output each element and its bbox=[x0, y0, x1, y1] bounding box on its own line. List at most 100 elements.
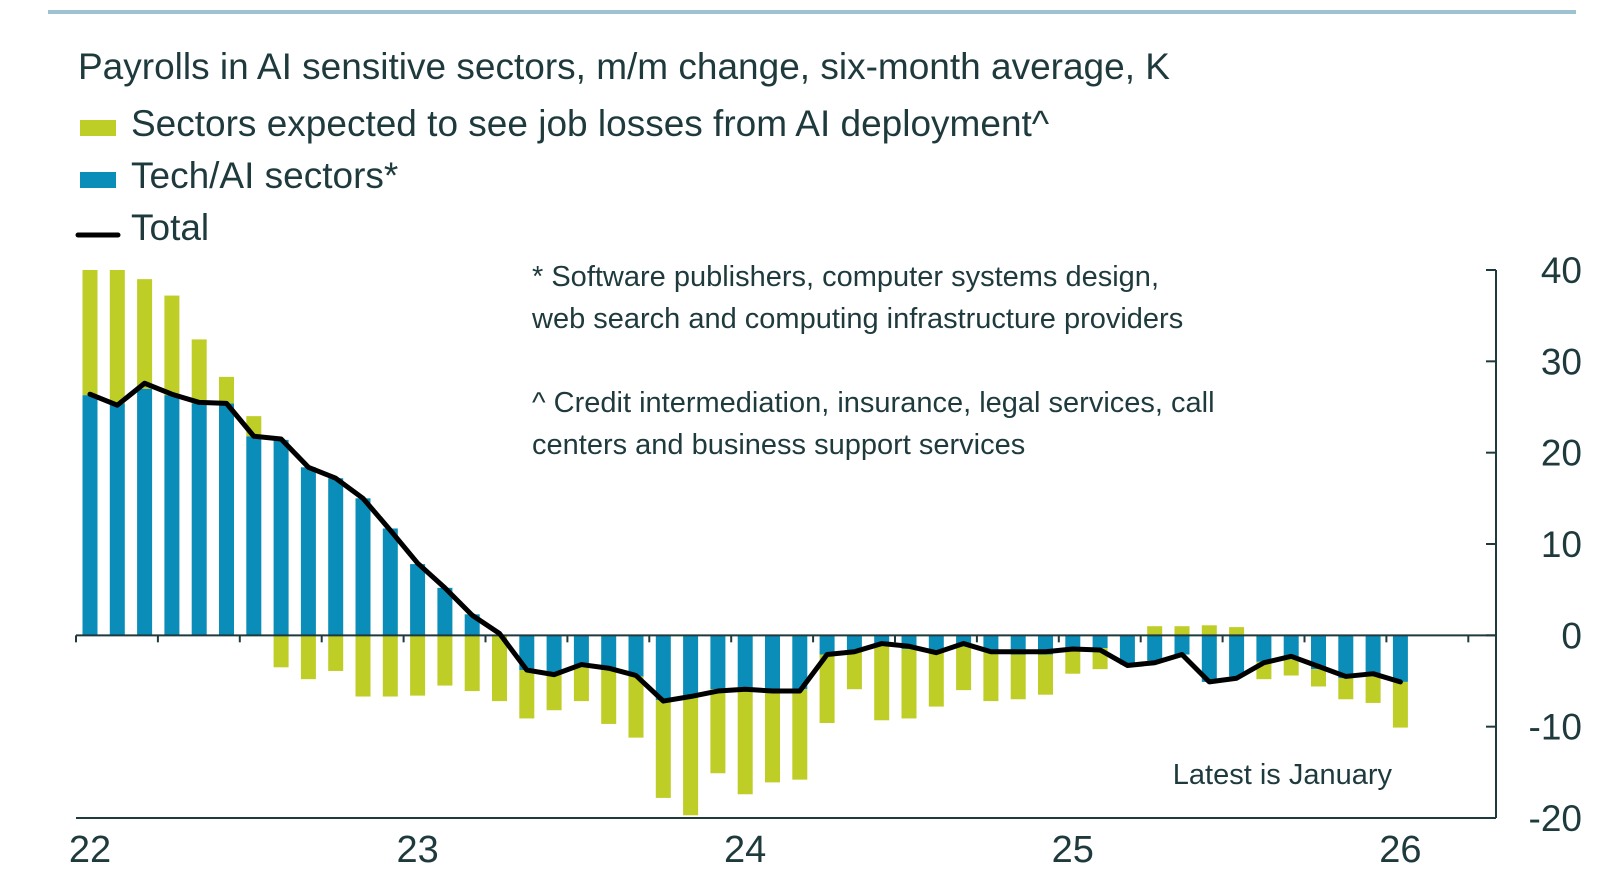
bar-job-losses bbox=[573, 666, 589, 702]
bar-job-losses bbox=[492, 635, 507, 702]
legend-label-total: Total bbox=[131, 207, 209, 248]
legend-swatch-job-losses bbox=[80, 120, 116, 136]
bar-job-losses bbox=[355, 635, 371, 697]
bar-tech bbox=[328, 478, 344, 636]
bar-tech bbox=[219, 403, 234, 636]
bar-job-losses bbox=[710, 689, 726, 774]
bar-job-losses bbox=[737, 689, 753, 795]
annotations: * Software publishers, computer systems … bbox=[531, 261, 1392, 791]
chart-title: Payrolls in AI sensitive sectors, m/m ch… bbox=[78, 46, 1170, 87]
bar-tech bbox=[1065, 635, 1081, 650]
bar-tech bbox=[1174, 635, 1190, 655]
bar-tech bbox=[546, 635, 562, 675]
bar-tech bbox=[246, 436, 262, 636]
axes: 40 30 20 10 0 -10 -20 22 23 24 25 26 bbox=[69, 250, 1582, 871]
bar-job-losses bbox=[655, 700, 671, 798]
bar-tech bbox=[137, 388, 153, 636]
legend-label-tech: Tech/AI sectors* bbox=[131, 155, 398, 196]
bar-tech bbox=[956, 635, 972, 647]
bar-job-losses bbox=[1147, 626, 1163, 636]
bar-job-losses bbox=[191, 339, 207, 404]
y-tick-label: 30 bbox=[1541, 341, 1582, 382]
bar-job-losses bbox=[300, 635, 316, 680]
bar-job-losses bbox=[519, 670, 535, 719]
total-line-group bbox=[87, 380, 1403, 704]
bar-tech bbox=[1392, 635, 1408, 682]
bar-job-losses bbox=[546, 674, 562, 711]
legend-label-job-losses: Sectors expected to see job losses from … bbox=[131, 103, 1050, 144]
bar-tech bbox=[1092, 635, 1108, 649]
bar-job-losses bbox=[382, 635, 398, 697]
bar-job-losses bbox=[164, 295, 180, 396]
bar-tech bbox=[737, 635, 753, 690]
bar-tech bbox=[1311, 635, 1326, 670]
bar-tech bbox=[601, 635, 617, 671]
bar-job-losses bbox=[273, 635, 289, 668]
bar-job-losses bbox=[1038, 654, 1053, 695]
bar-tech bbox=[109, 403, 125, 636]
bar-job-losses bbox=[464, 635, 480, 692]
bars bbox=[82, 270, 1408, 816]
bar-job-losses bbox=[82, 270, 98, 396]
bar-job-losses bbox=[437, 635, 453, 686]
y-tick-label: -20 bbox=[1529, 798, 1582, 839]
bar-tech bbox=[819, 635, 835, 655]
bar-job-losses bbox=[1392, 681, 1408, 728]
y-tick-label: 10 bbox=[1541, 524, 1582, 565]
y-tick-label: 20 bbox=[1541, 433, 1582, 474]
bar-tech bbox=[928, 635, 944, 653]
bar-job-losses bbox=[1065, 649, 1081, 674]
bar-tech bbox=[710, 635, 726, 690]
bar-tech bbox=[164, 395, 180, 636]
bar-job-losses bbox=[1311, 669, 1326, 687]
bar-job-losses bbox=[1201, 625, 1217, 636]
bar-job-losses bbox=[1283, 656, 1299, 676]
note-caret-line-1: ^ Credit intermediation, insurance, lega… bbox=[532, 387, 1215, 419]
bar-job-losses bbox=[601, 670, 617, 724]
note-star-line-2: web search and computing infrastructure … bbox=[531, 303, 1183, 335]
x-tick-label: 24 bbox=[724, 829, 766, 871]
bar-tech bbox=[683, 635, 699, 697]
bar-tech bbox=[628, 635, 644, 677]
bar-tech bbox=[1147, 635, 1163, 661]
bar-job-losses bbox=[1174, 626, 1190, 636]
bar-job-losses bbox=[1365, 676, 1381, 703]
bar-tech bbox=[983, 635, 999, 652]
bar-job-losses bbox=[819, 654, 835, 724]
bar-job-losses bbox=[792, 689, 808, 780]
bar-tech bbox=[82, 395, 98, 636]
bar-tech bbox=[300, 467, 316, 636]
bar-tech bbox=[191, 403, 207, 636]
note-caret-line-2: centers and business support services bbox=[532, 429, 1025, 461]
top-rule bbox=[48, 10, 1576, 14]
bar-job-losses bbox=[1338, 678, 1354, 700]
x-tick-label: 25 bbox=[1052, 829, 1094, 871]
x-tick-label: 22 bbox=[69, 829, 111, 871]
bar-job-losses bbox=[846, 650, 862, 690]
bar-tech bbox=[1256, 635, 1272, 662]
bar-tech bbox=[410, 564, 426, 636]
bar-job-losses bbox=[928, 652, 944, 707]
x-tick-label: 26 bbox=[1379, 829, 1421, 871]
bar-job-losses bbox=[628, 676, 644, 738]
bar-job-losses bbox=[901, 649, 917, 719]
bar-tech bbox=[1229, 635, 1245, 677]
bar-tech bbox=[1365, 635, 1381, 677]
bar-job-losses bbox=[765, 691, 780, 783]
bar-job-losses bbox=[137, 279, 153, 389]
bar-tech bbox=[1201, 635, 1217, 682]
bar-tech bbox=[382, 528, 398, 636]
bar-job-losses bbox=[1229, 627, 1245, 636]
bar-tech bbox=[1338, 635, 1354, 679]
bar-tech bbox=[437, 587, 453, 636]
latest-note: Latest is January bbox=[1173, 759, 1393, 791]
bar-tech bbox=[846, 635, 862, 651]
legend: Sectors expected to see job losses from … bbox=[75, 103, 1050, 248]
note-star-line-1: * Software publishers, computer systems … bbox=[532, 261, 1159, 293]
bar-tech bbox=[273, 439, 289, 636]
bar-tech bbox=[1283, 635, 1299, 657]
bar-job-losses bbox=[328, 635, 344, 671]
total-line bbox=[87, 380, 1403, 704]
bar-tech bbox=[573, 635, 589, 667]
y-tick-label: -10 bbox=[1529, 707, 1582, 748]
